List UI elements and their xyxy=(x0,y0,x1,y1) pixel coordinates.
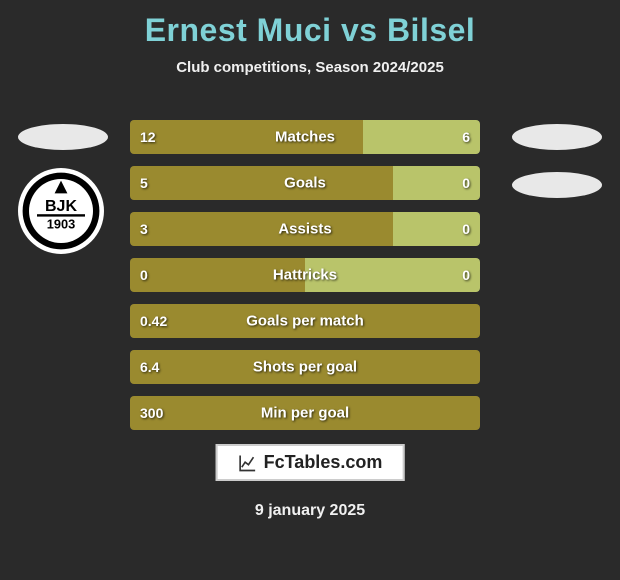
stat-label: Hattricks xyxy=(273,267,337,284)
page-title: Ernest Muci vs Bilsel xyxy=(0,0,620,49)
stat-value-right: 0 xyxy=(462,175,470,191)
stat-label: Min per goal xyxy=(261,405,349,422)
besiktas-badge-icon: BJK 1903 xyxy=(21,171,101,251)
player-right-ellipse xyxy=(512,124,602,150)
stat-label: Goals per match xyxy=(246,313,364,330)
stat-value-left: 0 xyxy=(140,267,148,283)
stat-row: 6.4 Shots per goal xyxy=(130,350,480,384)
stat-row: 3 0 Assists xyxy=(130,212,480,246)
brand-footer: FcTables.com xyxy=(216,444,405,481)
player-left-ellipse xyxy=(18,124,108,150)
stat-row: 300 Min per goal xyxy=(130,396,480,430)
club-badge-left: BJK 1903 xyxy=(18,168,104,254)
brand-text: FcTables.com xyxy=(264,452,383,473)
stat-value-right: 6 xyxy=(462,129,470,145)
stat-value-left: 300 xyxy=(140,405,163,421)
stat-label: Shots per goal xyxy=(253,359,357,376)
stat-value-left: 0.42 xyxy=(140,313,167,329)
svg-text:BJK: BJK xyxy=(45,198,77,215)
date-text: 9 january 2025 xyxy=(255,502,365,520)
stat-label: Matches xyxy=(275,129,335,146)
stat-row: 5 0 Goals xyxy=(130,166,480,200)
stat-value-left: 12 xyxy=(140,129,156,145)
stats-bars: 12 6 Matches 5 0 Goals 3 0 Assists 0 0 Hattricks 0.4… xyxy=(130,120,480,442)
stat-value-right: 0 xyxy=(462,221,470,237)
player-right-column xyxy=(512,124,602,198)
stat-bar-left xyxy=(130,212,393,246)
stat-row: 0.42 Goals per match xyxy=(130,304,480,338)
svg-text:1903: 1903 xyxy=(47,217,75,232)
stat-label: Goals xyxy=(284,175,326,192)
player-right-ellipse-2 xyxy=(512,172,602,198)
stat-label: Assists xyxy=(278,221,331,238)
subtitle: Club competitions, Season 2024/2025 xyxy=(0,59,620,76)
stat-value-left: 5 xyxy=(140,175,148,191)
stat-bar-left xyxy=(130,166,393,200)
stat-value-right: 0 xyxy=(462,267,470,283)
stat-row: 0 0 Hattricks xyxy=(130,258,480,292)
stat-row: 12 6 Matches xyxy=(130,120,480,154)
chart-icon xyxy=(238,453,258,473)
stat-value-left: 3 xyxy=(140,221,148,237)
player-left-column: BJK 1903 xyxy=(18,124,108,254)
stat-value-left: 6.4 xyxy=(140,359,159,375)
